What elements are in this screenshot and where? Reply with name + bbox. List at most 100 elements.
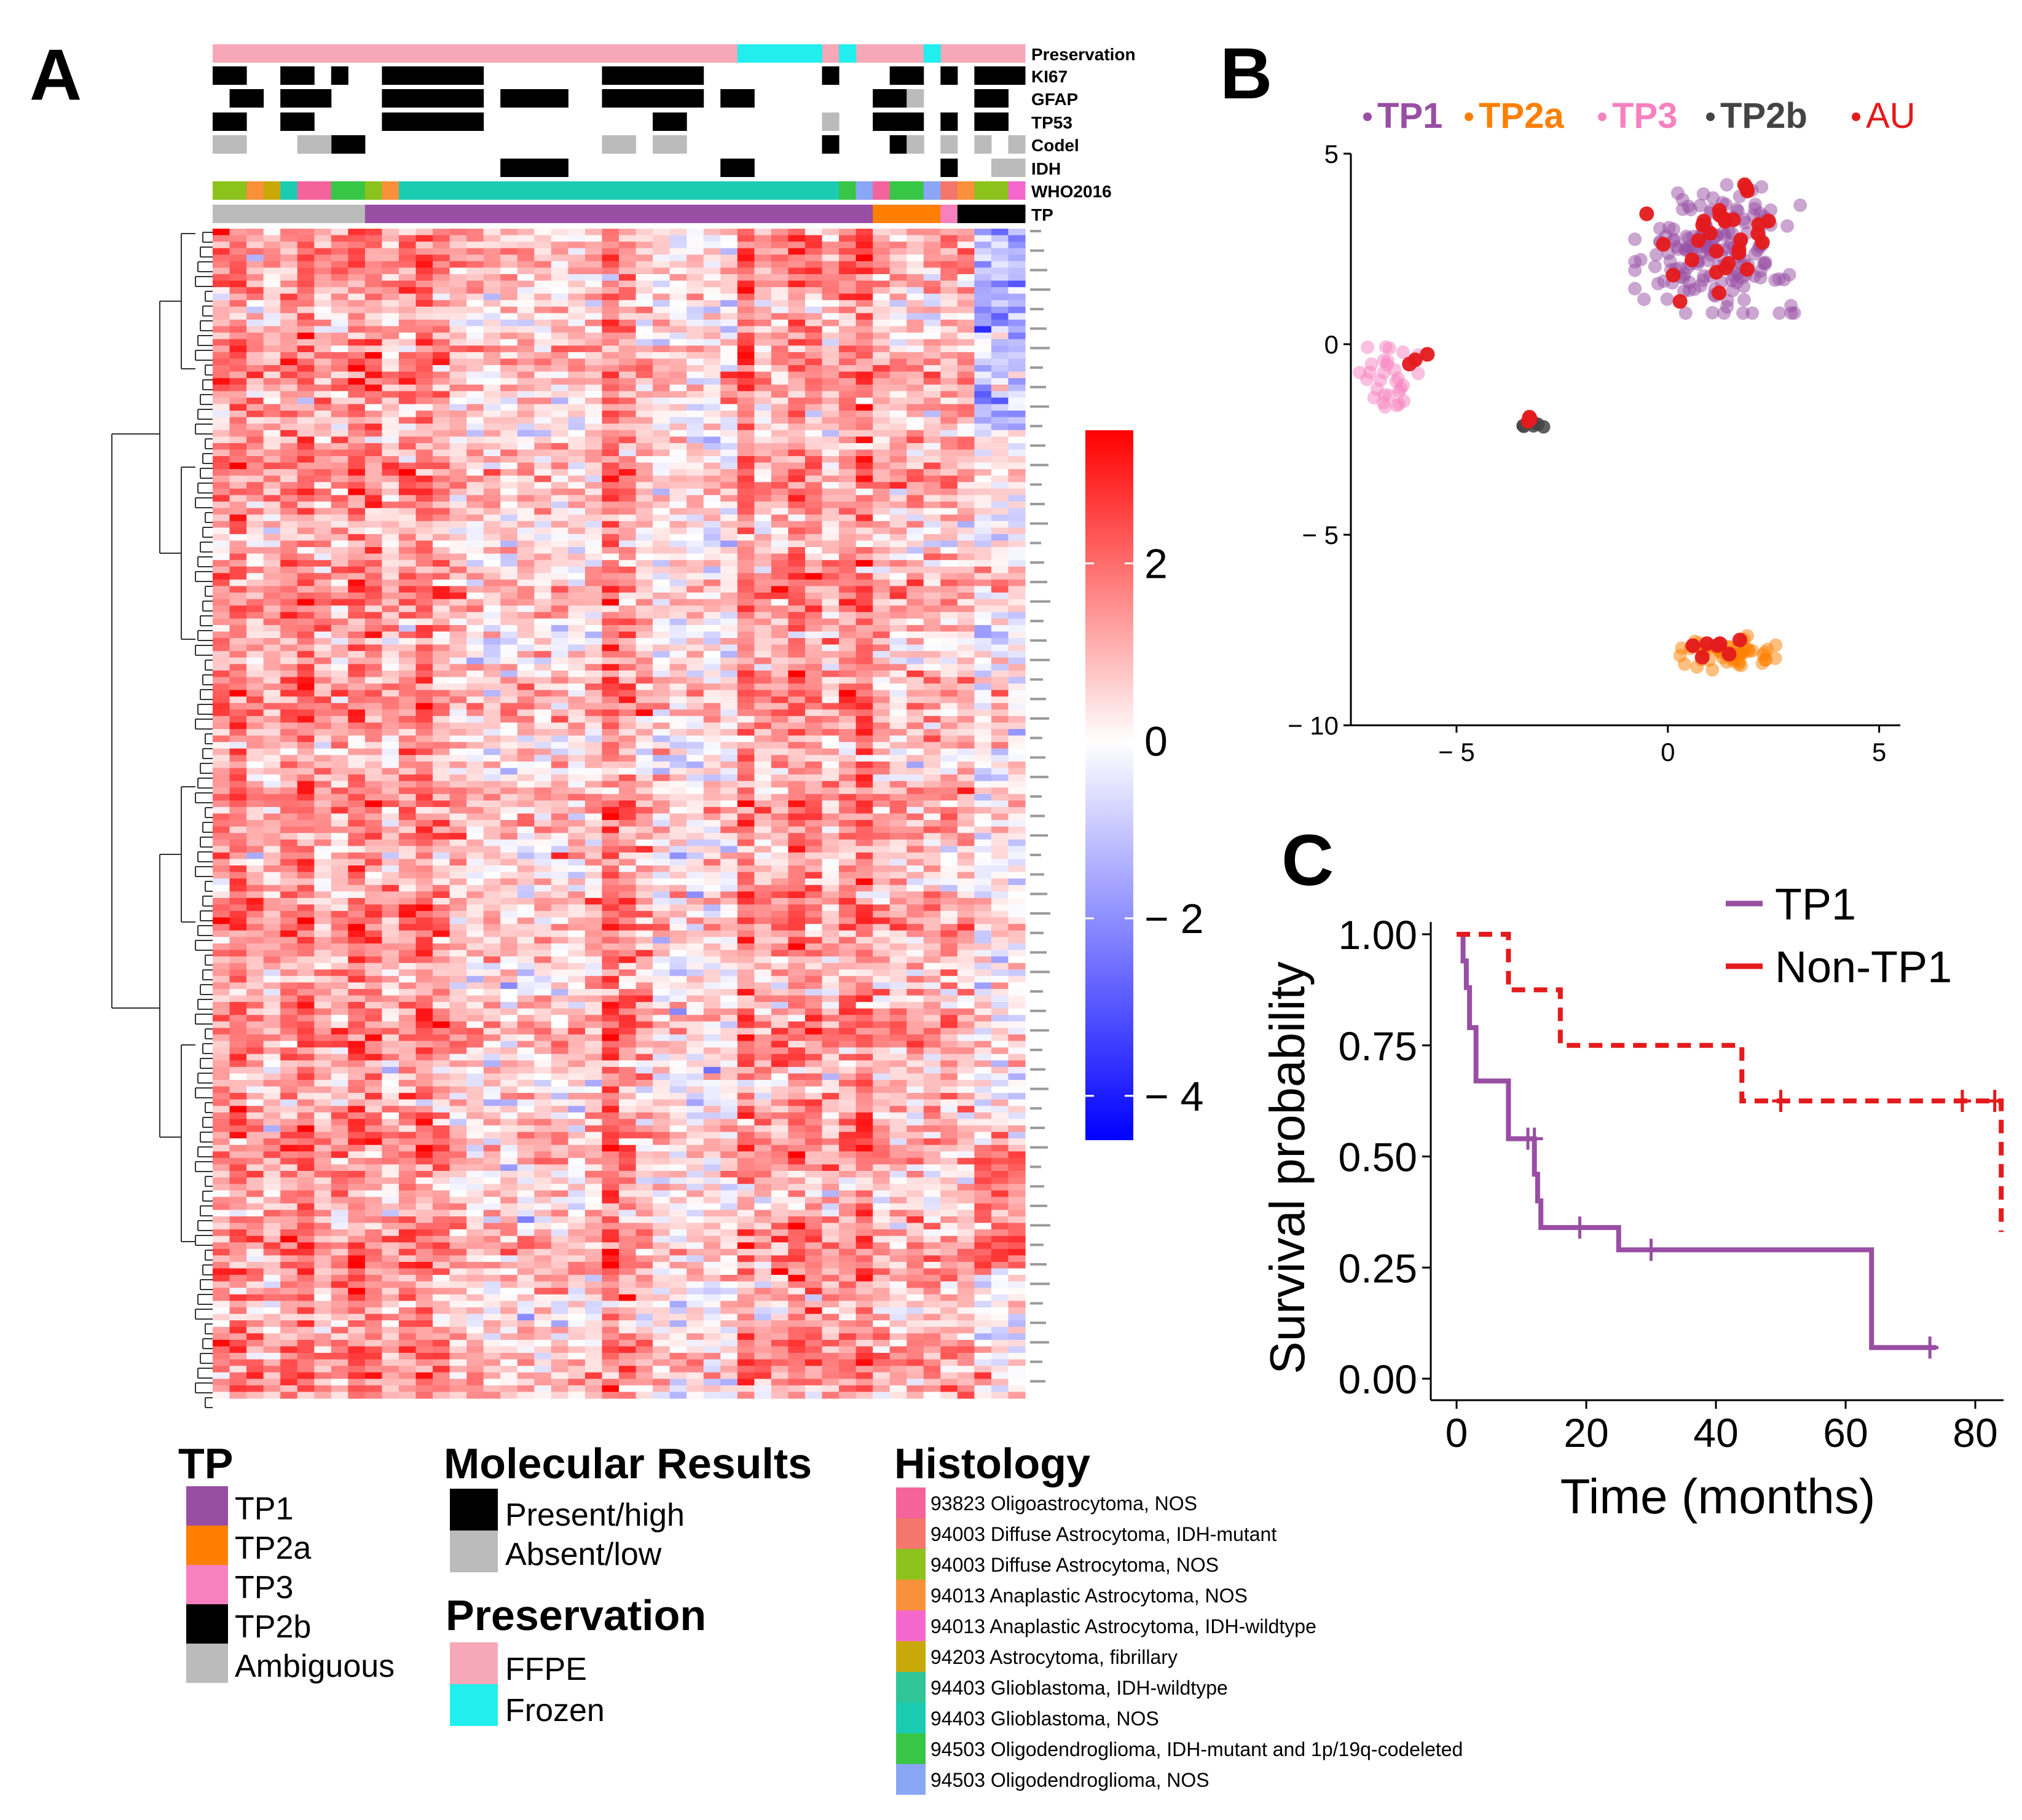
heatmap-cell [839, 755, 857, 762]
heatmap-cell [415, 703, 433, 710]
heatmap-cell [415, 690, 433, 697]
heatmap-cell [263, 683, 281, 691]
heatmap-cell [602, 274, 620, 282]
heatmap-cell [991, 320, 1009, 327]
heatmap-cell [382, 540, 399, 548]
heatmap-cell [635, 787, 653, 795]
heatmap-cell [602, 502, 620, 509]
heatmap-cell [602, 579, 620, 587]
heatmap-cell [991, 339, 1009, 346]
heatmap-cell [364, 502, 383, 509]
heatmap-cell [500, 235, 518, 242]
heatmap-cell [297, 579, 315, 587]
heatmap-cell [568, 839, 586, 846]
heatmap-cell [804, 235, 823, 242]
heatmap-cell [500, 365, 518, 372]
heatmap-cell [754, 423, 772, 431]
heatmap-cell [297, 709, 315, 717]
heatmap-cell [822, 703, 840, 710]
heatmap-cell [280, 644, 298, 652]
heatmap-cell [568, 566, 586, 573]
heatmap-cell [297, 586, 315, 593]
heatmap-cell [669, 560, 687, 567]
track-molecular-present [974, 112, 1009, 131]
heatmap-cell [1008, 573, 1026, 580]
heatmap-cell [889, 514, 907, 522]
heatmap-cell [517, 502, 535, 509]
heatmap-cell [635, 339, 653, 346]
heatmap-cell [280, 742, 298, 749]
heatmap-cell [483, 391, 501, 398]
heatmap-cell [348, 612, 366, 619]
heatmap-cell [940, 612, 958, 619]
heatmap-cell [229, 339, 247, 346]
heatmap-cell [348, 248, 366, 255]
heatmap-cell [635, 417, 653, 424]
heatmap-cell [669, 820, 687, 827]
heatmap-cell [584, 735, 603, 743]
heatmap-cell [348, 320, 366, 327]
heatmap-cell [771, 722, 789, 730]
heatmap-cell [263, 742, 281, 749]
heatmap-cell [619, 742, 637, 749]
heatmap-cell [263, 482, 281, 489]
heatmap-cell [483, 755, 501, 762]
heatmap-cell [686, 826, 704, 833]
heatmap-cell [534, 254, 552, 262]
heatmap-cell [246, 722, 264, 730]
heatmap-cell [686, 502, 704, 509]
heatmap-cell [415, 579, 433, 587]
heatmap-cell [822, 806, 840, 814]
heatmap-cell [940, 644, 958, 652]
heatmap-cell [686, 306, 704, 314]
heatmap-cell [568, 612, 586, 619]
heatmap-cell [534, 411, 552, 418]
heatmap-cell [889, 333, 907, 340]
heatmap-cell [804, 502, 823, 509]
heatmap-cell [822, 423, 840, 431]
heatmap-cell [1008, 670, 1026, 678]
heatmap-cell [280, 411, 298, 418]
heatmap-cell [686, 345, 704, 353]
heatmap-cell [602, 618, 620, 626]
heatmap-cell [804, 605, 823, 613]
heatmap-cell [703, 852, 721, 860]
heatmap-cell [568, 884, 586, 892]
heatmap-cell [619, 709, 637, 717]
heatmap-cell [686, 261, 704, 269]
heatmap-cell [213, 397, 230, 405]
heatmap-cell [619, 651, 637, 658]
heatmap-cell [957, 593, 975, 600]
heatmap-cell [873, 235, 891, 242]
heatmap-cell [551, 839, 568, 846]
heatmap-cell [348, 514, 366, 522]
heatmap-cell [364, 599, 383, 606]
heatmap-cell [584, 495, 603, 502]
heatmap-cell [771, 566, 789, 573]
heatmap-cell [669, 618, 687, 626]
heatmap-cell [957, 242, 975, 249]
heatmap-cell [974, 690, 992, 697]
heatmap-cell [907, 573, 924, 580]
heatmap-cell [551, 872, 568, 879]
heatmap-cell [788, 488, 806, 496]
heatmap-cell [923, 482, 941, 489]
heatmap-cell [364, 248, 383, 255]
heatmap-cell [229, 352, 247, 360]
heatmap-cell [297, 514, 315, 522]
heatmap-cell [703, 404, 721, 411]
heatmap-cell [551, 514, 568, 522]
heatmap-cell [737, 521, 755, 528]
heatmap-cell [229, 482, 247, 489]
heatmap-cell [517, 384, 535, 392]
heatmap-cell [449, 371, 467, 379]
heatmap-cell [280, 502, 298, 509]
heatmap-cell [314, 345, 332, 353]
heatmap-cell [297, 787, 315, 795]
heatmap-cell [940, 462, 958, 470]
heatmap-cell [415, 508, 433, 515]
heatmap-cell [720, 690, 738, 697]
heatmap-cell [449, 768, 467, 775]
heatmap-cell [551, 417, 568, 424]
track-molecular-absent [1008, 135, 1026, 154]
